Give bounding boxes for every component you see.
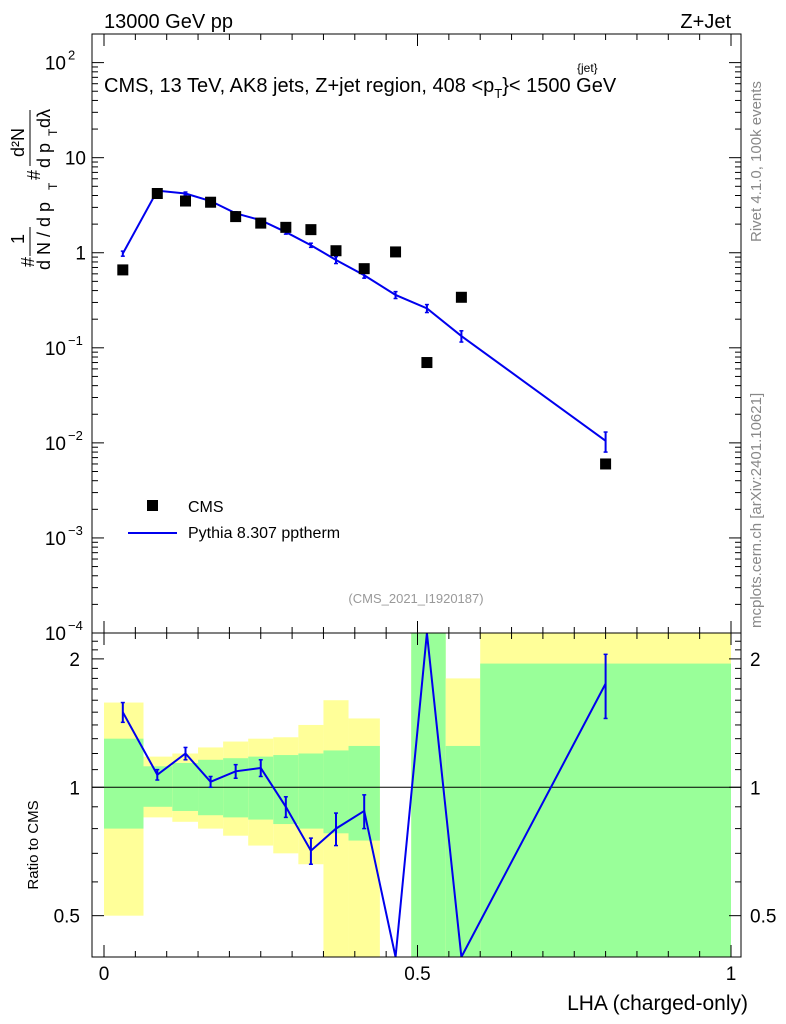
ratio-band-inner [298,753,324,829]
x-tick-label: 0 [99,964,110,985]
y-tick-label: 10 [65,149,86,170]
cms-data-point [390,246,402,258]
mcplots-label: mcplots.cern.ch [arXiv:2401.10621] [748,393,765,628]
ratio-tick-label: 2 [69,650,80,671]
ratio-mc-line [121,633,607,957]
y-tick-exponent: −3 [68,523,83,538]
analysis-id: (CMS_2021_I1920187) [348,591,483,606]
legend-cms-marker [147,500,158,511]
main-data [117,187,612,470]
y-tick-label: 1 [75,244,86,265]
ratio-tick-label: 1 [69,778,80,799]
y-tick-exponent: 2 [68,48,75,63]
ratio-tick-label: 0.5 [54,907,80,928]
ratio-panel [92,633,741,957]
y-tick-label: 10 [45,624,66,645]
ratio-band-inner [411,633,446,957]
cms-data-point [230,211,242,223]
ratio-band-inner [445,745,481,957]
cms-data-point [151,187,163,199]
legend-mc-label: Pythia 8.307 pptherm [188,525,340,542]
svg-text:T: T [46,182,60,190]
x-tick-label: 0.5 [404,964,430,985]
y-tick-label: 10 [45,434,66,455]
y-tick-label: 10 [45,339,66,360]
plot-title-end: }< 1500 GeV [502,75,617,97]
cms-data-point [305,224,317,236]
svg-text:d p: d p [34,143,54,168]
x-axis-label: LHA (charged-only) [567,992,748,1015]
cms-data-point [180,195,192,207]
main-frame [91,33,742,634]
y-tick-exponent: −4 [68,618,83,633]
svg-text:#: # [24,170,44,180]
cms-data-point [205,196,217,208]
cms-data-point [330,245,342,257]
cms-data-point [280,221,292,233]
y-tick-exponent: −1 [68,333,83,348]
plot-title: CMS, 13 TeV, AK8 jets, Z+jet region, 408… [104,75,617,101]
ratio-ylabel: Ratio to CMS [25,800,42,889]
svg-text:d N / d p: d N / d p [34,202,54,270]
cms-data-point [600,458,612,470]
ratio-band-inner [104,738,144,829]
main-ylabel: # 1 d N / d p T # d²N d p T dλ [8,109,60,270]
cms-data-point [421,357,433,369]
ratio-tick-label-right: 1 [750,778,761,799]
plot-title-sub: T [494,86,502,101]
header-right: Z+Jet [680,11,731,33]
rivet-label: Rivet 4.1.0, 100k events [748,81,765,242]
plot-title-sup: {jet} [577,61,598,75]
y-tick-label: 10 [45,529,66,550]
cms-data-point [255,217,267,229]
y-tick-label: 10 [45,54,66,75]
ratio-tick-label-right: 2 [750,650,761,671]
svg-text:T: T [46,128,60,136]
header-left: 13000 GeV pp [104,11,233,33]
ratio-tick-label-right: 0.5 [750,907,776,928]
svg-text:1: 1 [8,234,28,244]
y-tick-exponent: −2 [68,428,83,443]
ratio-frame [91,632,742,958]
ratio-data [120,633,608,957]
svg-text:d²N: d²N [8,128,28,157]
svg-text:dλ: dλ [34,109,54,128]
cms-data-point [117,264,129,276]
legend-cms-label: CMS [188,499,224,516]
svg-text:#: # [18,257,38,267]
cms-data-point [455,291,467,303]
plot-title-main: CMS, 13 TeV, AK8 jets, Z+jet region, 408… [104,75,494,97]
mc-line [121,189,607,442]
cms-data-point [358,263,370,275]
legend: CMS Pythia 8.307 pptherm [128,499,340,542]
x-tick-label: 1 [726,964,737,985]
